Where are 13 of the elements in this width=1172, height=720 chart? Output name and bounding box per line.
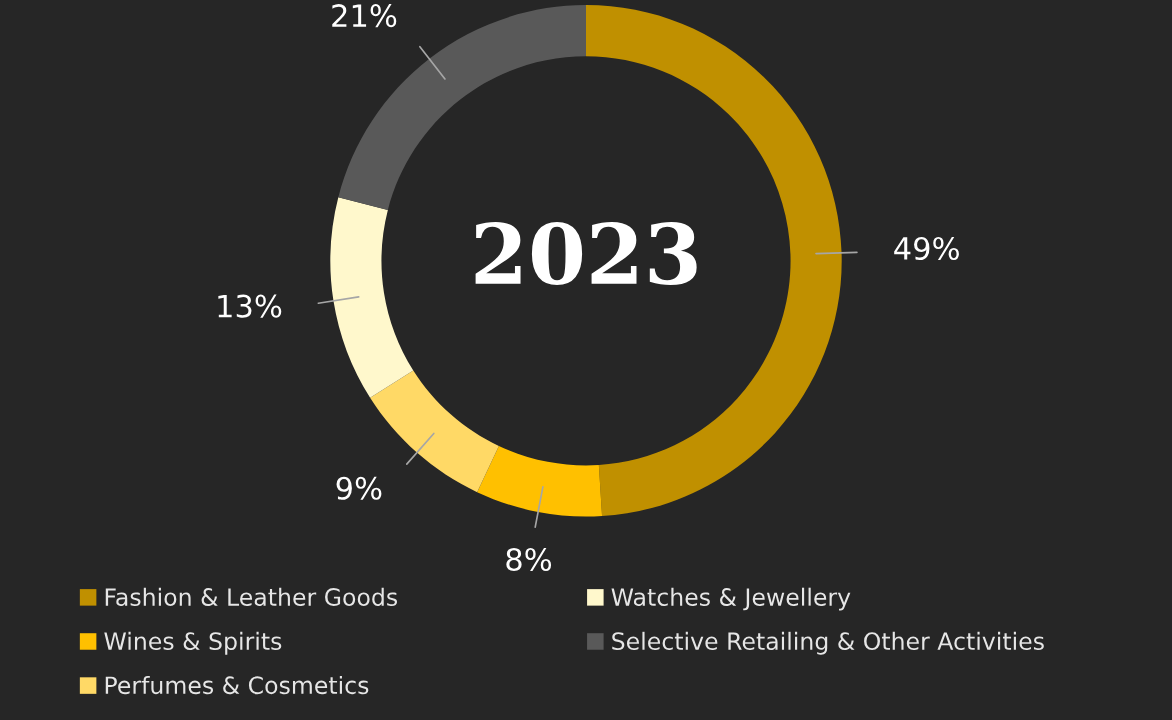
data-label: 9%: [336, 476, 382, 500]
legend-label: Selective Retailing & Other Activities: [612, 631, 1044, 655]
data-label: 49%: [894, 236, 959, 261]
data-label: 21%: [332, 4, 397, 28]
legend-label: Wines & Spirits: [104, 631, 282, 655]
text: 2023: [475, 221, 697, 285]
legend-label: Perfumes & Cosmetics: [105, 675, 369, 695]
legend-label: Fashion & Leather Goods: [105, 587, 398, 606]
donut-slice: [477, 445, 603, 517]
donut-slice: [330, 197, 414, 398]
data-label: 13%: [218, 294, 282, 318]
legend-label: Watches & Jewellery: [611, 587, 851, 611]
data-label: 8%: [506, 547, 552, 572]
